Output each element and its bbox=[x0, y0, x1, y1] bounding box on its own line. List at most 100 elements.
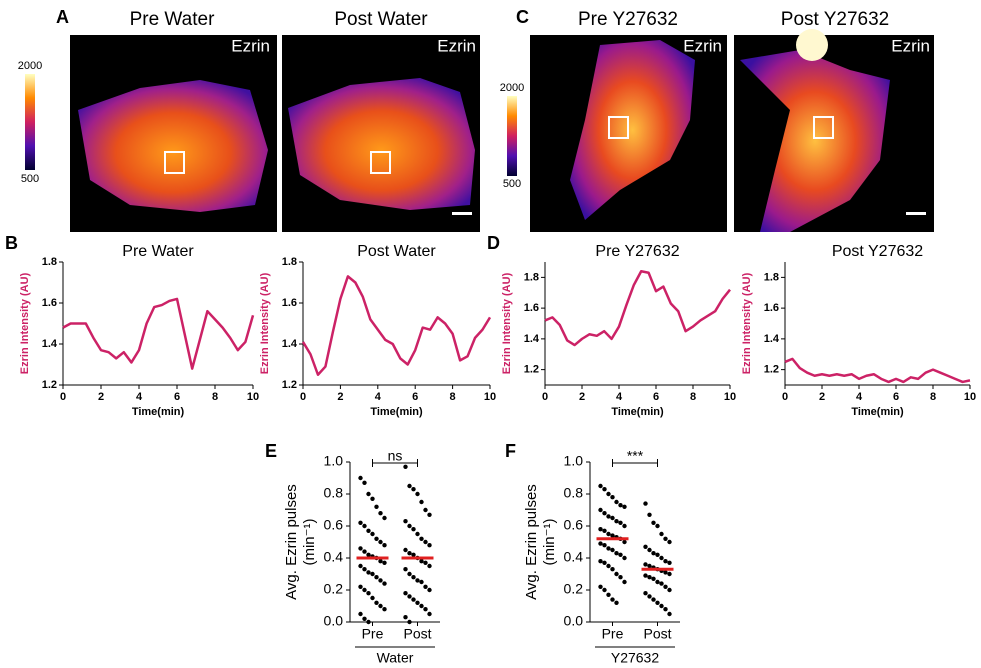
line bbox=[784, 357, 971, 384]
dot bbox=[618, 552, 623, 557]
dot bbox=[382, 560, 387, 565]
x-tick-label: 4 bbox=[856, 391, 863, 403]
dot bbox=[618, 575, 623, 580]
dot bbox=[411, 487, 416, 492]
x-tick-label: Post bbox=[643, 626, 671, 642]
y-axis-label: Ezrin Intensity (AU) bbox=[501, 272, 513, 374]
dot bbox=[655, 523, 660, 529]
dot bbox=[663, 559, 668, 564]
dot bbox=[606, 563, 611, 569]
x-tick-label: 4 bbox=[616, 391, 623, 403]
y-tick-label: 1.8 bbox=[764, 271, 779, 283]
dot bbox=[614, 571, 619, 577]
y-tick-label: 1.8 bbox=[524, 271, 539, 283]
x-tick-label: 8 bbox=[930, 391, 936, 403]
dot bbox=[614, 499, 619, 505]
x-tick-label: 10 bbox=[247, 391, 259, 403]
dot bbox=[366, 528, 371, 533]
dot bbox=[407, 594, 412, 599]
dot bbox=[606, 546, 611, 551]
dot bbox=[618, 520, 623, 525]
dot bbox=[602, 560, 607, 565]
dot bbox=[663, 584, 668, 589]
dot bbox=[659, 555, 664, 561]
dot bbox=[659, 603, 664, 609]
dot bbox=[659, 581, 664, 586]
dot bbox=[643, 591, 648, 596]
dot bbox=[643, 501, 648, 506]
dot bbox=[366, 552, 371, 557]
y-axis-unit: (min⁻¹) bbox=[541, 518, 558, 565]
dot bbox=[415, 491, 420, 497]
dot bbox=[614, 551, 619, 556]
x-tick-label: 6 bbox=[174, 391, 180, 403]
dot bbox=[643, 544, 648, 549]
y-tick-label: 1.2 bbox=[764, 364, 779, 376]
dot bbox=[651, 520, 656, 525]
x-tick-label: 10 bbox=[964, 391, 976, 403]
x-tick-label: 6 bbox=[412, 391, 418, 403]
dot bbox=[651, 551, 656, 556]
dot bbox=[403, 591, 408, 596]
dot bbox=[358, 611, 363, 617]
dot bbox=[407, 619, 412, 625]
dot bbox=[427, 512, 432, 517]
dot bbox=[419, 559, 424, 564]
dot bbox=[415, 600, 420, 605]
x-tick-label: 2 bbox=[579, 391, 585, 403]
y-tick-label: 1.2 bbox=[42, 379, 57, 391]
dot bbox=[362, 587, 367, 593]
dot bbox=[403, 567, 408, 572]
dot bbox=[602, 487, 607, 492]
dot bbox=[370, 595, 375, 601]
x-tick-label: Pre bbox=[602, 626, 624, 642]
y-tick-label: 1.4 bbox=[524, 333, 540, 345]
dot bbox=[366, 570, 371, 575]
dot bbox=[403, 547, 408, 553]
y-tick-label: 1.4 bbox=[282, 338, 298, 350]
dot bbox=[370, 496, 375, 501]
dot bbox=[419, 603, 424, 609]
dot bbox=[606, 514, 611, 519]
x-tick-label: 0 bbox=[60, 391, 66, 403]
significance: *** bbox=[627, 448, 644, 464]
channel-tag: Ezrin bbox=[891, 36, 930, 55]
chart-title: Pre Y27632 bbox=[595, 243, 679, 260]
dot bbox=[598, 584, 603, 589]
dot bbox=[366, 491, 371, 497]
line bbox=[62, 297, 255, 370]
scale-bar bbox=[906, 212, 926, 215]
dot bbox=[663, 607, 668, 612]
dot bbox=[358, 520, 363, 525]
y-axis-label: Ezrin Intensity (AU) bbox=[19, 272, 31, 374]
dot bbox=[423, 584, 428, 589]
dot bbox=[606, 592, 611, 597]
y-tick-label: 1.0 bbox=[564, 453, 584, 469]
dot bbox=[411, 552, 416, 557]
panel-letter: C bbox=[516, 7, 529, 27]
line bbox=[301, 275, 492, 376]
dot bbox=[667, 539, 672, 545]
dot bbox=[370, 531, 375, 537]
cell bbox=[78, 80, 268, 212]
y-tick-label: 0.8 bbox=[324, 485, 344, 501]
dot bbox=[362, 567, 367, 572]
dot bbox=[667, 587, 672, 593]
x-tick-label: 0 bbox=[300, 391, 306, 403]
dot bbox=[419, 499, 424, 505]
y-tick-label: 0.0 bbox=[564, 613, 584, 629]
dot bbox=[598, 527, 603, 532]
dot bbox=[423, 560, 428, 565]
dot bbox=[415, 578, 420, 583]
colorbar bbox=[25, 74, 35, 170]
dot bbox=[366, 619, 371, 625]
chart-title: Post Water bbox=[357, 243, 436, 260]
chart-title: Post Y27632 bbox=[832, 243, 923, 260]
dot bbox=[374, 504, 379, 509]
dot bbox=[374, 536, 379, 541]
dot bbox=[598, 507, 603, 513]
dot bbox=[659, 531, 664, 537]
significance: ns bbox=[388, 448, 403, 464]
dot bbox=[403, 615, 408, 620]
cell bbox=[288, 78, 475, 210]
